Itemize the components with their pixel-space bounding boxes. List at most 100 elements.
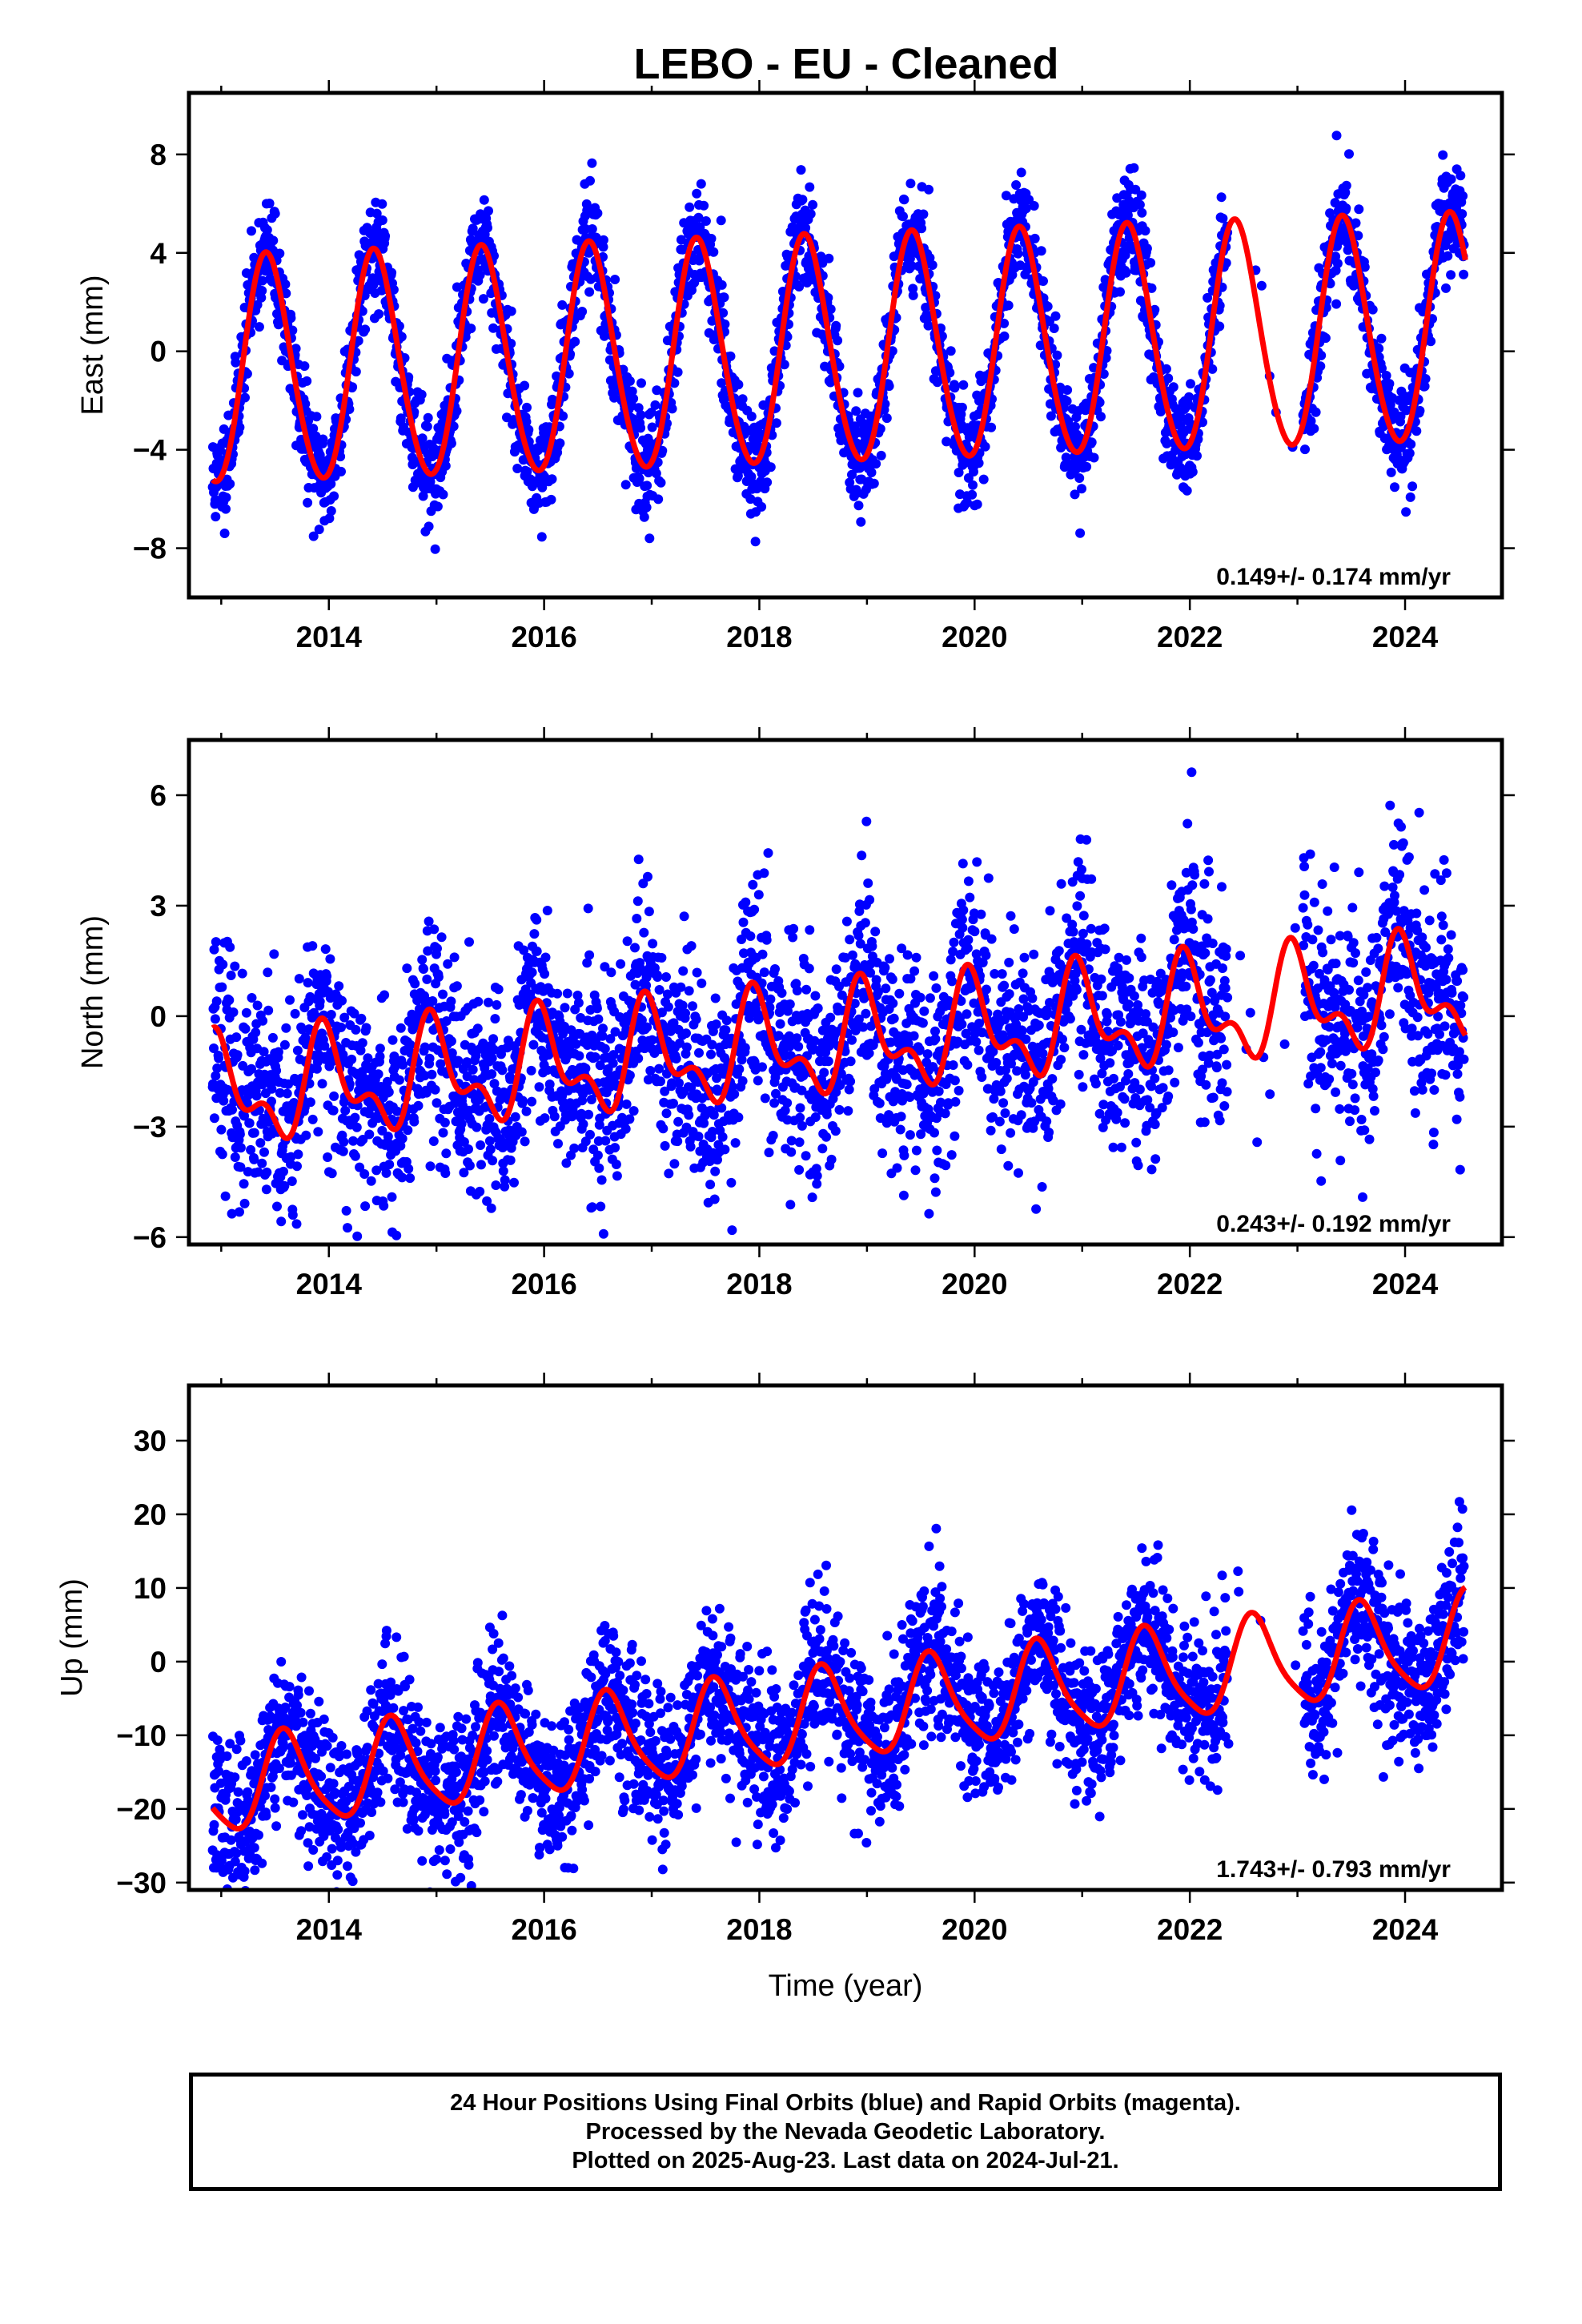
data-point — [432, 501, 443, 512]
data-point — [257, 1158, 267, 1168]
data-point — [1131, 265, 1142, 275]
data-point — [561, 1158, 572, 1168]
data-point — [247, 993, 257, 1003]
data-point — [1426, 336, 1436, 347]
data-point — [1182, 485, 1192, 496]
data-point — [688, 1001, 697, 1011]
data-point — [753, 1076, 763, 1086]
data-point — [836, 1068, 846, 1079]
data-point — [392, 1106, 403, 1116]
data-point — [328, 1105, 339, 1116]
data-point — [805, 925, 815, 935]
data-point — [405, 1173, 416, 1184]
data-point — [211, 512, 221, 522]
data-point — [685, 1141, 696, 1152]
data-point — [643, 871, 652, 882]
data-point — [863, 878, 873, 888]
data-point — [587, 158, 597, 168]
north-points — [207, 767, 1469, 1244]
data-point — [1086, 437, 1097, 448]
data-point — [881, 413, 892, 424]
data-point — [291, 1219, 302, 1229]
data-point — [1163, 373, 1174, 384]
data-point — [1457, 209, 1468, 219]
data-point — [256, 292, 267, 303]
data-point — [452, 981, 462, 991]
data-point — [344, 404, 355, 414]
data-point — [239, 1198, 250, 1208]
data-point — [219, 424, 229, 434]
data-point — [681, 1008, 690, 1019]
data-point — [834, 1104, 845, 1115]
data-point — [812, 1171, 822, 1181]
data-point — [583, 903, 593, 914]
data-point — [307, 1114, 318, 1124]
data-point — [255, 1138, 266, 1148]
data-point — [483, 223, 492, 233]
data-point — [696, 179, 706, 189]
data-point — [908, 283, 918, 294]
data-point — [709, 247, 719, 257]
data-point — [564, 368, 574, 379]
data-point — [710, 1166, 721, 1176]
data-point — [771, 1088, 781, 1099]
data-point — [662, 1068, 672, 1079]
data-point — [219, 1096, 229, 1106]
y-tick-label: 0 — [150, 336, 167, 368]
data-point — [765, 994, 776, 1004]
data-point — [669, 1018, 679, 1028]
data-point — [1353, 231, 1363, 241]
data-point — [413, 1100, 424, 1111]
data-point — [610, 1143, 620, 1153]
data-point — [277, 356, 287, 366]
data-point — [421, 1088, 432, 1098]
data-point — [398, 1059, 408, 1070]
data-point — [810, 1112, 821, 1122]
data-point — [230, 961, 240, 971]
data-point — [509, 1177, 519, 1188]
x-tick-label: 2016 — [511, 621, 576, 653]
data-point — [1136, 190, 1146, 200]
data-point — [397, 1133, 408, 1144]
data-point — [482, 1196, 492, 1206]
data-point — [259, 1047, 269, 1057]
data-point — [697, 978, 707, 988]
data-point — [853, 931, 864, 941]
data-point — [797, 1120, 807, 1131]
data-point — [713, 1086, 723, 1096]
data-point — [323, 1152, 333, 1162]
data-point — [540, 952, 551, 963]
data-point — [612, 1171, 622, 1181]
data-point — [876, 450, 886, 460]
data-point — [765, 462, 776, 472]
data-point — [235, 1162, 246, 1172]
data-point — [794, 1164, 805, 1175]
data-point — [257, 286, 267, 296]
data-point — [441, 1016, 452, 1026]
data-point — [773, 1031, 784, 1041]
data-point — [371, 208, 382, 219]
data-point — [275, 1088, 285, 1098]
data-point — [279, 1166, 288, 1176]
data-point — [812, 1179, 822, 1189]
data-point — [227, 1208, 237, 1219]
data-point — [438, 989, 448, 999]
data-point — [305, 1097, 315, 1108]
data-point — [558, 1028, 568, 1039]
data-point — [718, 308, 729, 318]
data-point — [522, 466, 532, 476]
data-point — [410, 979, 420, 989]
data-point — [786, 1136, 797, 1146]
data-point — [734, 1064, 745, 1075]
data-point — [731, 999, 741, 1009]
data-point — [699, 1118, 709, 1128]
data-point — [594, 1163, 604, 1173]
data-point — [267, 1096, 276, 1107]
data-point — [557, 300, 568, 310]
data-point — [503, 1035, 513, 1046]
data-point — [263, 1005, 274, 1015]
data-point — [1443, 251, 1453, 261]
data-point — [528, 1039, 539, 1050]
data-point — [887, 974, 897, 984]
data-point — [430, 1084, 440, 1095]
